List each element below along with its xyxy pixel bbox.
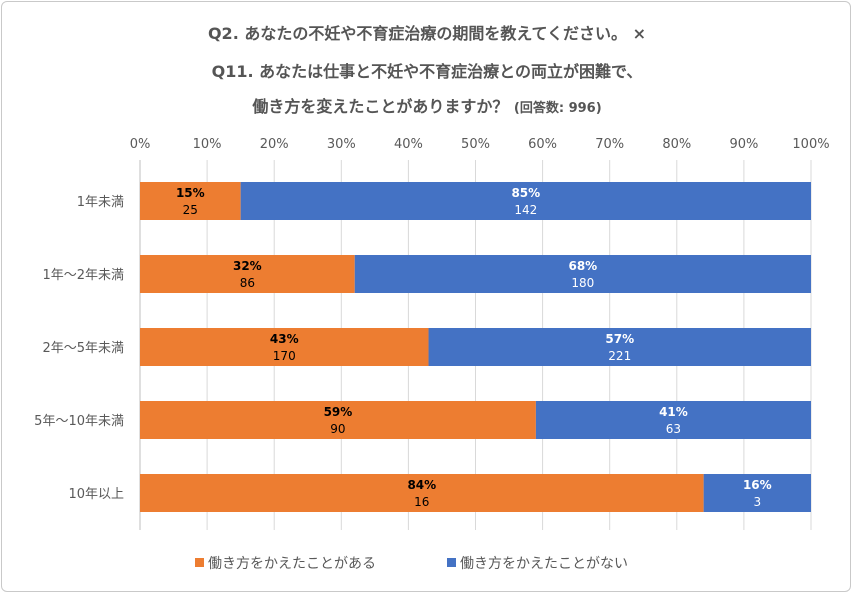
category-label: 1年未満 xyxy=(77,195,124,210)
bar-changed xyxy=(140,401,536,439)
bar-not-changed xyxy=(428,328,811,366)
x-tick-label: 20% xyxy=(260,137,289,152)
count-data-label: 221 xyxy=(608,349,631,363)
x-tick-label: 0% xyxy=(130,137,151,152)
count-data-label: 90 xyxy=(330,422,345,436)
x-tick-label: 40% xyxy=(394,137,423,152)
percent-data-label: 57% xyxy=(605,332,634,346)
bar-not-changed xyxy=(354,255,811,293)
count-data-label: 3 xyxy=(753,495,761,509)
bar-not-changed xyxy=(240,182,811,220)
legend-label-changed: 働き方をかえたことがある xyxy=(208,556,376,572)
percent-data-label: 68% xyxy=(568,259,597,273)
response-count-note: (回答数: 996) xyxy=(513,101,602,116)
chart-title-line-2: Q11. あなたは仕事と不妊や不育症治療との両立が困難で、 xyxy=(211,62,643,81)
count-data-label: 142 xyxy=(514,203,537,217)
x-tick-label: 70% xyxy=(595,137,624,152)
x-tick-label: 80% xyxy=(662,137,691,152)
count-data-label: 63 xyxy=(666,422,681,436)
count-data-label: 25 xyxy=(183,203,198,217)
percent-data-label: 84% xyxy=(407,478,436,492)
x-tick-label: 100% xyxy=(792,137,829,152)
percent-data-label: 32% xyxy=(233,259,262,273)
count-data-label: 180 xyxy=(571,276,594,290)
count-data-label: 170 xyxy=(273,349,296,363)
bar-changed xyxy=(140,328,429,366)
category-label: 1年〜2年未満 xyxy=(42,268,124,283)
percent-data-label: 43% xyxy=(270,332,299,346)
chart-title-question: 働き方を変えたことがありますか？ xyxy=(252,97,509,116)
x-tick-label: 30% xyxy=(327,137,356,152)
legend-label-not-changed: 働き方をかえたことがない xyxy=(460,556,628,572)
x-tick-label: 60% xyxy=(528,137,557,152)
percent-data-label: 15% xyxy=(176,186,205,200)
legend-swatch-changed xyxy=(195,558,204,567)
bar-not-changed xyxy=(535,401,811,439)
bar-changed xyxy=(140,474,704,512)
x-tick-label: 10% xyxy=(193,137,222,152)
percent-data-label: 85% xyxy=(511,186,540,200)
legend-swatch-not-changed xyxy=(447,558,456,567)
bar-not-changed xyxy=(703,474,811,512)
bar-changed xyxy=(140,255,355,293)
percent-data-label: 16% xyxy=(743,478,772,492)
percent-data-label: 59% xyxy=(324,405,353,419)
category-label: 2年〜5年未満 xyxy=(42,341,124,356)
count-data-label: 16 xyxy=(414,495,429,509)
percent-data-label: 41% xyxy=(659,405,688,419)
chart-title-line-1: Q2. あなたの不妊や不育症治療の期間を教えてください。 × xyxy=(207,24,647,43)
x-tick-label: 50% xyxy=(461,137,490,152)
x-tick-label: 90% xyxy=(729,137,758,152)
bar-changed xyxy=(140,182,241,220)
category-label: 10年以上 xyxy=(68,487,124,502)
count-data-label: 86 xyxy=(240,276,255,290)
chart-title-line-3: 働き方を変えたことがありますか？ (回答数: 996) xyxy=(0,93,854,117)
category-label: 5年〜10年未満 xyxy=(34,414,124,429)
